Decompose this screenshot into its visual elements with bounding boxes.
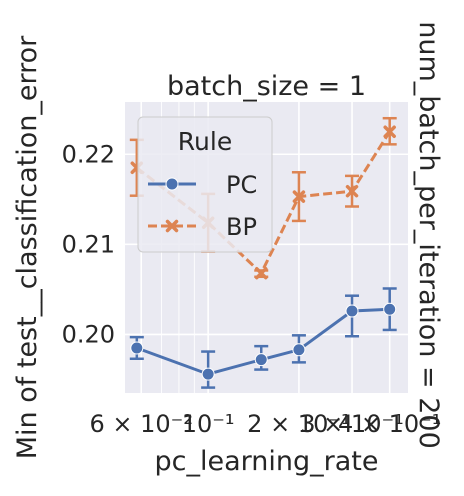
series-pc <box>129 287 397 389</box>
chart-title: batch_size = 1 <box>167 71 366 102</box>
data-point <box>345 304 359 318</box>
data-point-stroke <box>292 190 306 203</box>
data-point-stroke <box>383 125 396 138</box>
data-point-stroke <box>165 219 179 233</box>
legend-label: BP <box>226 213 257 241</box>
legend-label: PC <box>226 171 257 199</box>
legend-items: PC BP <box>148 171 257 241</box>
y-tick-label: 0.22 <box>62 140 115 168</box>
data-point <box>383 302 397 316</box>
data-point <box>254 353 268 367</box>
x-tick-label: 2 × 10⁻¹ <box>247 410 350 438</box>
x-tick-label: 3 × 10⁻¹ <box>300 410 403 438</box>
x-tick-label: 4 × 10⁻¹ <box>338 410 441 438</box>
data-point <box>165 177 179 191</box>
legend: Rule PC BP <box>137 116 273 253</box>
y-axis-label: Min of test__classification_error <box>12 35 43 459</box>
data-point <box>165 219 179 233</box>
data-point <box>201 367 215 381</box>
data-point-stroke <box>254 266 268 280</box>
data-point <box>292 190 306 203</box>
x-tick-labels: 6 × 10⁻²10⁻¹ 2 × 10⁻¹3 × 10⁻¹4 × 10⁻¹ <box>90 410 442 438</box>
data-point <box>292 343 306 357</box>
legend-box <box>137 116 273 253</box>
x-tick-label: 6 × 10⁻² <box>90 410 193 438</box>
x-axis-label: pc_learning_rate <box>155 446 379 477</box>
data-point <box>254 266 268 280</box>
legend-item-pc: PC <box>148 171 257 199</box>
legend-item-bp: BP <box>148 213 257 241</box>
data-point <box>345 184 359 198</box>
right-facet-label: num_batch_per_iteration = 200 <box>413 21 444 449</box>
y-tick-label: 0.21 <box>62 230 115 258</box>
y-tick-label: 0.20 <box>62 320 115 348</box>
x-tick-label: 10⁻¹ <box>182 410 235 438</box>
series-line <box>135 130 391 276</box>
data-point <box>130 341 144 355</box>
legend-title: Rule <box>178 127 232 156</box>
data-point-stroke <box>345 184 359 198</box>
data-point <box>383 125 396 138</box>
y-tick-labels: 0.20 0.21 0.22 <box>62 140 115 348</box>
